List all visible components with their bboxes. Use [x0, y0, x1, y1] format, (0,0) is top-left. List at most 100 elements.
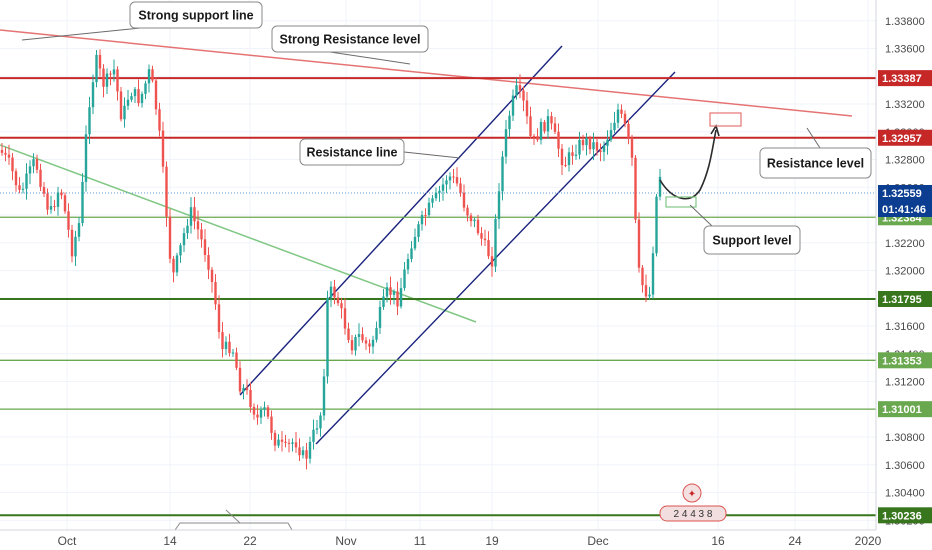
candle-body	[585, 137, 588, 146]
candle-body	[119, 91, 123, 120]
candle-body	[196, 221, 200, 230]
candle-body	[245, 387, 249, 391]
candle-body	[11, 157, 14, 172]
support-zone-box	[665, 196, 697, 208]
candle-body	[228, 341, 231, 354]
candle-body	[595, 142, 599, 151]
candle-body	[39, 169, 42, 187]
candle-body	[578, 139, 581, 155]
candle-body	[522, 90, 525, 101]
candle-body	[431, 198, 434, 203]
candle-body	[172, 258, 175, 273]
candle-body	[277, 439, 280, 446]
candle-body	[452, 176, 455, 178]
price-level-label: 1.33387	[882, 73, 922, 85]
strong-support-callout-text: Strong support line	[138, 9, 253, 23]
candle-body	[592, 142, 595, 150]
candle-body	[322, 376, 326, 416]
candle-body	[263, 407, 266, 410]
candle-body	[403, 269, 406, 289]
candle-body	[389, 287, 392, 295]
x-tick-label: 2020	[855, 534, 882, 548]
event-flag-icon	[682, 483, 702, 503]
candle-body	[613, 122, 616, 131]
candle-body	[98, 54, 102, 69]
candle-body	[112, 69, 116, 75]
x-tick-label: 19	[485, 534, 499, 548]
candle-body	[242, 387, 245, 392]
candle-body	[109, 73, 112, 75]
candle-body	[602, 145, 606, 152]
candle-body	[280, 439, 284, 442]
x-tick-label: 14	[163, 534, 177, 548]
candle-body	[441, 184, 445, 191]
candle-body	[476, 219, 480, 234]
candle-body	[88, 107, 91, 135]
candle-body	[382, 296, 385, 308]
candle-body	[655, 196, 658, 254]
candle-body	[182, 233, 186, 246]
candle-body	[574, 154, 578, 156]
candle-body	[641, 267, 644, 286]
price-level-label: 1.31795	[882, 294, 922, 306]
candle-body	[4, 152, 7, 155]
candle-body	[581, 139, 585, 146]
candle-body	[140, 93, 144, 104]
x-tick-label: 16	[711, 534, 725, 548]
candle-body	[445, 180, 448, 185]
candle-body	[284, 441, 287, 443]
candle-body	[154, 80, 158, 110]
resistance-line-callout-pointer	[403, 151, 461, 159]
candle-body	[67, 211, 70, 230]
candle-body	[536, 136, 539, 140]
candle-body	[424, 215, 427, 217]
candle-body	[273, 432, 277, 446]
candle-body	[333, 286, 336, 298]
candle-body	[231, 352, 235, 354]
candle-body	[221, 332, 224, 349]
candle-body	[95, 54, 98, 83]
candle-body	[634, 157, 637, 220]
strong-resistance-callout-box	[271, 25, 429, 53]
projected-path	[659, 129, 717, 200]
current-price-label: 1.32559	[882, 188, 922, 200]
candle-body	[18, 185, 21, 190]
y-tick-label: 1.33200	[885, 99, 925, 111]
candle-body	[539, 122, 543, 140]
y-tick-label: 1.30800	[885, 432, 925, 444]
candle-body	[32, 159, 35, 167]
candle-body	[644, 285, 648, 297]
candle-body	[364, 340, 368, 344]
candle-body	[368, 343, 371, 347]
candle-body	[49, 206, 53, 210]
candle-body	[256, 414, 259, 418]
candle-body	[504, 129, 508, 157]
candle-body	[473, 219, 476, 222]
candle-body	[308, 441, 312, 459]
candle-body	[599, 150, 602, 152]
candle-body	[459, 183, 462, 193]
candle-body	[543, 122, 546, 132]
candle-body	[74, 236, 77, 257]
candle-body	[179, 245, 182, 256]
candle-body	[294, 442, 298, 448]
candle-body	[406, 258, 410, 270]
candle-body	[144, 83, 147, 94]
candle-body	[287, 442, 291, 444]
candle-body	[56, 192, 60, 207]
candle-body	[532, 136, 536, 138]
candle-body	[518, 85, 522, 91]
candle-body	[42, 186, 46, 194]
y-tick-label: 1.30600	[885, 460, 925, 472]
candle-body	[497, 191, 501, 220]
candle-body	[161, 130, 165, 167]
support-level-callout-text: Support level	[712, 234, 791, 248]
y-tick-label: 1.32000	[885, 266, 925, 278]
strong-resistance-callout-text: Strong Resistance level	[279, 33, 420, 47]
resistance-line-callout-text: Resistance line	[306, 146, 397, 160]
candle-body	[0, 150, 4, 153]
candle-body	[91, 82, 95, 108]
candle-body	[14, 171, 18, 186]
x-tick-label: 11	[414, 534, 427, 548]
